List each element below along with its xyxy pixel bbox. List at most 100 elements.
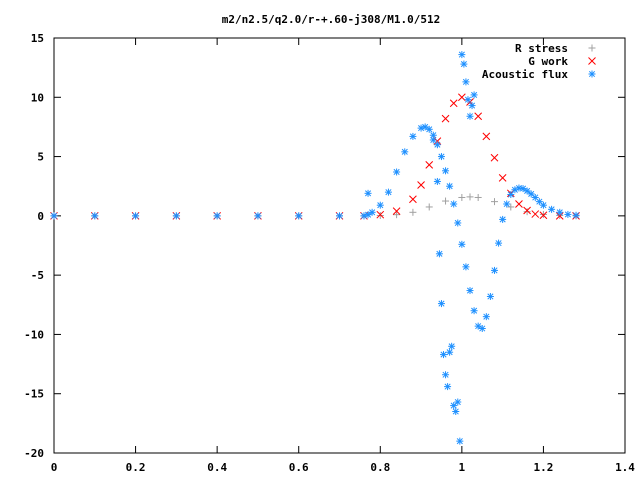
plot-frame [53, 37, 626, 454]
data-point [441, 114, 450, 123]
x-tick-label: 0.8 [370, 461, 390, 474]
data-point [466, 193, 474, 201]
data-point [132, 212, 140, 220]
data-point [462, 263, 470, 271]
data-point [417, 124, 425, 132]
data-point [336, 212, 343, 220]
data-point [564, 210, 572, 218]
legend-marker [588, 44, 596, 52]
data-point [393, 168, 401, 176]
data-point [458, 193, 466, 201]
data-point [486, 292, 494, 300]
data-point [364, 211, 372, 219]
data-point [437, 300, 445, 308]
data-point [539, 201, 547, 209]
data-point [548, 205, 556, 213]
data-point [523, 206, 531, 215]
data-point [539, 210, 547, 218]
x-tick-label: 0.2 [126, 461, 146, 474]
data-point [515, 200, 523, 208]
data-point [376, 212, 384, 220]
data-point [468, 102, 476, 110]
data-point [572, 211, 580, 219]
data-point [213, 212, 221, 220]
legend-label: G work [528, 55, 568, 68]
data-point [368, 208, 376, 216]
data-point [448, 342, 456, 350]
data-point [507, 203, 515, 211]
data-point [417, 181, 425, 189]
y-tick-label: 5 [37, 151, 44, 164]
data-point [442, 167, 450, 175]
data-point [470, 91, 478, 99]
data-point [503, 200, 511, 208]
data-point [556, 208, 564, 216]
data-point [555, 212, 564, 220]
data-point [393, 211, 401, 219]
data-point [384, 188, 392, 196]
data-point [523, 208, 531, 216]
data-point [50, 212, 58, 220]
data-point [433, 177, 441, 185]
data-point [466, 287, 474, 295]
data-point [458, 93, 466, 102]
data-point [254, 212, 262, 220]
data-point [172, 212, 180, 220]
data-point [458, 240, 466, 248]
data-point [392, 207, 401, 215]
data-point [425, 125, 433, 133]
data-point [409, 132, 417, 140]
data-point [452, 408, 460, 415]
data-point [490, 153, 499, 162]
data-point [454, 398, 462, 406]
y-tick-label: -15 [24, 388, 44, 401]
data-point [409, 208, 417, 216]
legend-marker [588, 70, 596, 78]
y-tick-label: -10 [24, 328, 44, 341]
data-point [437, 153, 445, 161]
data-point [464, 96, 472, 104]
data-point [458, 51, 466, 59]
data-point [482, 313, 490, 321]
data-point [442, 371, 450, 379]
y-tick-label: -5 [31, 269, 44, 282]
x-tick-label: 1.4 [615, 461, 635, 474]
series-r-stress [50, 193, 580, 220]
data-point [295, 212, 303, 220]
data-point [507, 191, 515, 199]
y-tick-label: 0 [37, 210, 44, 223]
y-tick-label: 10 [31, 91, 44, 104]
data-point [444, 383, 452, 391]
data-point [409, 195, 417, 204]
y-tick-label: -20 [24, 447, 44, 460]
data-point [401, 148, 409, 156]
series-layer [50, 51, 580, 445]
data-point [462, 78, 470, 86]
data-point [425, 161, 434, 169]
data-point [495, 239, 503, 247]
data-point [478, 325, 486, 332]
data-point [425, 203, 433, 211]
data-point [531, 210, 540, 218]
data-point [364, 189, 372, 197]
data-point [435, 250, 443, 258]
data-point [474, 193, 482, 201]
data-point [539, 211, 548, 220]
data-point [490, 198, 498, 206]
data-point [446, 182, 454, 190]
x-tick-label: 1.2 [533, 461, 553, 474]
data-point [460, 60, 468, 68]
legend-label: Acoustic flux [482, 68, 568, 81]
data-point [490, 266, 498, 274]
data-point [531, 193, 539, 201]
axes: 0 0.2 0.4 0.6 0.8 1 1.2 1.4 -20 -15 -10 -5 0 5 10 15 [24, 32, 635, 474]
x-tick-label: 1 [459, 461, 466, 474]
data-point [474, 112, 483, 121]
data-point [440, 351, 448, 359]
data-point [376, 210, 385, 219]
data-point [474, 322, 482, 330]
data-point [482, 132, 491, 141]
series-g-work [50, 93, 580, 220]
